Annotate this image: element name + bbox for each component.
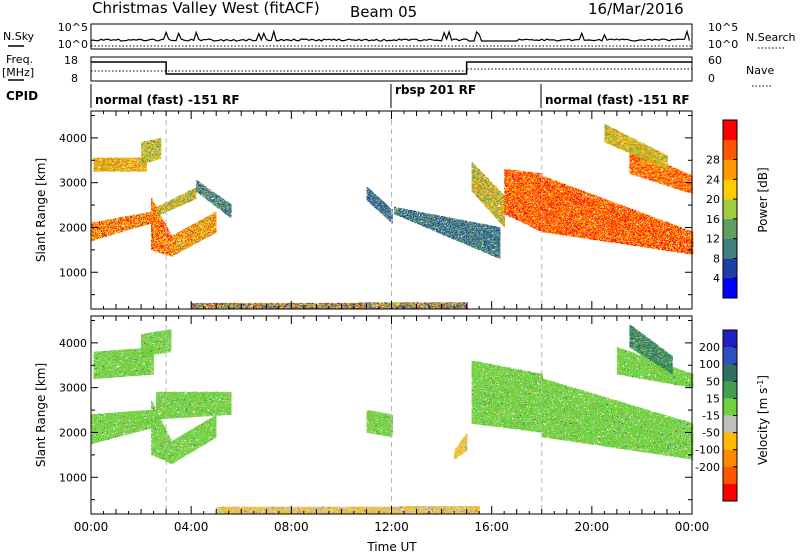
data-cell — [119, 232, 120, 233]
nsky-tick-right-bottom: 10^0 — [708, 38, 738, 51]
data-cell — [94, 222, 95, 223]
nsky-tick-left-bottom: 10^0 — [58, 38, 88, 51]
data-cell — [99, 234, 100, 235]
nsky-tick-right-top: 10^5 — [708, 21, 738, 34]
cpid-segment-1: normal (fast) -151 RF — [95, 93, 240, 107]
freq-trace — [91, 62, 692, 74]
freq-tick-top: 18 — [64, 54, 78, 67]
power-heatmap — [91, 124, 693, 309]
data-cell — [106, 235, 107, 236]
data-cell — [99, 221, 100, 222]
nsky-label: N.Sky — [3, 30, 35, 43]
freq-panel-frame — [91, 57, 692, 81]
date-label: 16/Mar/2016 — [588, 0, 684, 18]
station-title: Christmas Valley West (fitACF) — [92, 0, 320, 17]
beam-label: Beam 05 — [350, 3, 417, 21]
nave-label: Nave — [746, 64, 774, 77]
nsky-trace — [91, 32, 690, 48]
data-cell — [115, 218, 116, 219]
data-cell — [101, 230, 102, 231]
freq-label: Freq. — [6, 53, 33, 66]
nave-tick-top: 60 — [708, 54, 722, 67]
freq-tick-bottom: 8 — [71, 72, 78, 85]
nsky-panel-frame — [91, 24, 692, 49]
nsky-tick-left-top: 10^5 — [58, 21, 88, 34]
nsearch-label: N.Search — [746, 31, 796, 44]
cpid-label: CPID — [6, 89, 38, 103]
cpid-segment-2: rbsp 201 RF — [395, 83, 476, 97]
nave-trace — [91, 69, 692, 71]
nave-tick-bottom: 0 — [708, 72, 715, 85]
freq-unit: [MHz] — [2, 66, 34, 79]
rti-plot-figure: Christmas Valley West (fitACF) Beam 05 1… — [0, 0, 800, 554]
cpid-segment-3: normal (fast) -151 RF — [545, 93, 690, 107]
